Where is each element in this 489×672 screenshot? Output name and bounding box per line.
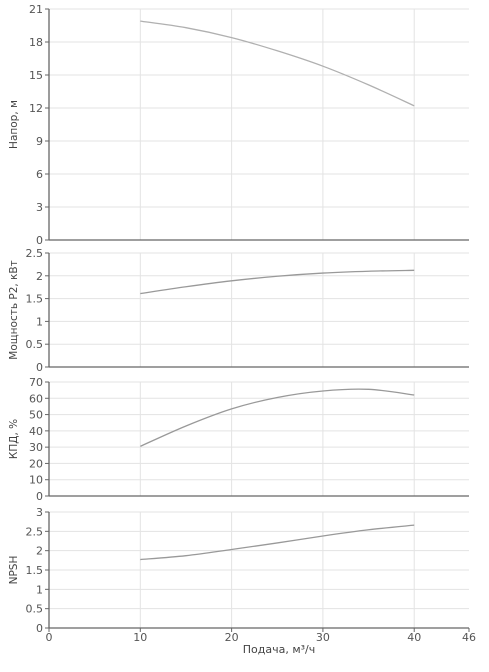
ytick-label-3-8: 70 xyxy=(29,376,43,389)
xtick-label-4: 30 xyxy=(316,631,330,644)
ytick-label-2-6: 2.5 xyxy=(26,247,44,260)
ytick-label-1-6: 15 xyxy=(29,69,43,82)
ytick-label-1-8: 21 xyxy=(29,3,43,16)
ytick-label-1-4: 9 xyxy=(36,135,43,148)
ytick-label-3-1: 0 xyxy=(36,490,43,503)
series-line-4 xyxy=(140,524,415,561)
x-axis-label: Подача, м³/ч xyxy=(243,643,316,656)
series-line-1 xyxy=(140,20,415,107)
ytick-label-4-2: 0.5 xyxy=(26,603,44,616)
ytick-label-1-2: 3 xyxy=(36,201,43,214)
y-axis-label-4: NPSH xyxy=(8,556,20,585)
ytick-label-3-2: 10 xyxy=(29,474,43,487)
ytick-label-4-1: 0 xyxy=(36,622,43,635)
ytick-label-3-5: 40 xyxy=(29,425,43,438)
chart-panel-1: 0 3 6 9 12 15 18 21 Напор, м xyxy=(8,3,469,247)
xtick-label-2: 10 xyxy=(133,631,147,644)
ytick-label-2-2: 0.5 xyxy=(26,338,44,351)
y-axis-label-2: Мощность P2, кВт xyxy=(8,260,20,359)
chart-panel-3: 0 10 20 30 40 50 60 70 КПД, % xyxy=(8,376,469,503)
ytick-label-1-5: 12 xyxy=(29,102,43,115)
ytick-label-4-6: 2.5 xyxy=(26,525,44,538)
ytick-label-2-3: 1 xyxy=(36,315,43,328)
xtick-label-1: 0 xyxy=(46,631,53,644)
chart-panel-2: 0 0.5 1 1.5 2 2.5 Мощность P2, кВт xyxy=(8,247,469,374)
xtick-label-6: 46 xyxy=(462,631,476,644)
ytick-label-1-3: 6 xyxy=(36,168,43,181)
xtick-label-3: 20 xyxy=(225,631,239,644)
ytick-label-3-4: 30 xyxy=(29,441,43,454)
ytick-label-2-1: 0 xyxy=(36,361,43,374)
y-axis-label-3: КПД, % xyxy=(8,419,20,459)
ytick-label-4-4: 1.5 xyxy=(26,564,44,577)
ytick-label-1-1: 0 xyxy=(36,234,43,247)
ytick-label-4-3: 1 xyxy=(36,583,43,596)
ytick-label-2-5: 2 xyxy=(36,270,43,283)
y-axis-label-1: Напор, м xyxy=(8,100,20,149)
xtick-label-5: 40 xyxy=(407,631,421,644)
ytick-label-3-7: 60 xyxy=(29,392,43,405)
ytick-label-3-3: 20 xyxy=(29,457,43,470)
chart-panel-4: 0 0.5 1 1.5 2 2.5 3 NPSH 0 10 20 30 40 46 Подача, м³/ч xyxy=(8,506,476,656)
ytick-label-3-6: 50 xyxy=(29,409,43,422)
ytick-label-4-5: 2 xyxy=(36,545,43,558)
ytick-label-2-4: 1.5 xyxy=(26,293,44,306)
ytick-label-4-7: 3 xyxy=(36,506,43,519)
series-line-3 xyxy=(140,388,415,447)
series-line-2 xyxy=(140,269,415,295)
ytick-label-1-7: 18 xyxy=(29,36,43,49)
